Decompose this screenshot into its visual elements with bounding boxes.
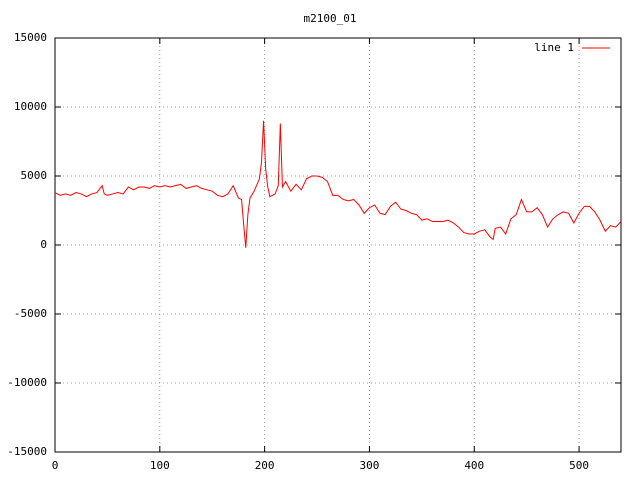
x-tick-label: 500 [569,459,589,472]
x-tick-label: 400 [464,459,484,472]
y-tick-label: 15000 [14,31,47,44]
chart-title: m2100_01 [304,12,357,25]
y-tick-label: 10000 [14,100,47,113]
x-tick-label: 200 [255,459,275,472]
y-tick-label: -5000 [14,307,47,320]
y-tick-label: 0 [40,238,47,251]
legend-label: line 1 [534,41,574,54]
plot-frame [54,37,622,453]
y-tick-label: -15000 [7,445,47,458]
x-tick-label: 100 [150,459,170,472]
data-line [54,120,622,248]
x-tick-label: 0 [52,459,59,472]
y-tick-label: 5000 [21,169,48,182]
y-tick-label: -10000 [7,376,47,389]
x-tick-label: 300 [360,459,380,472]
